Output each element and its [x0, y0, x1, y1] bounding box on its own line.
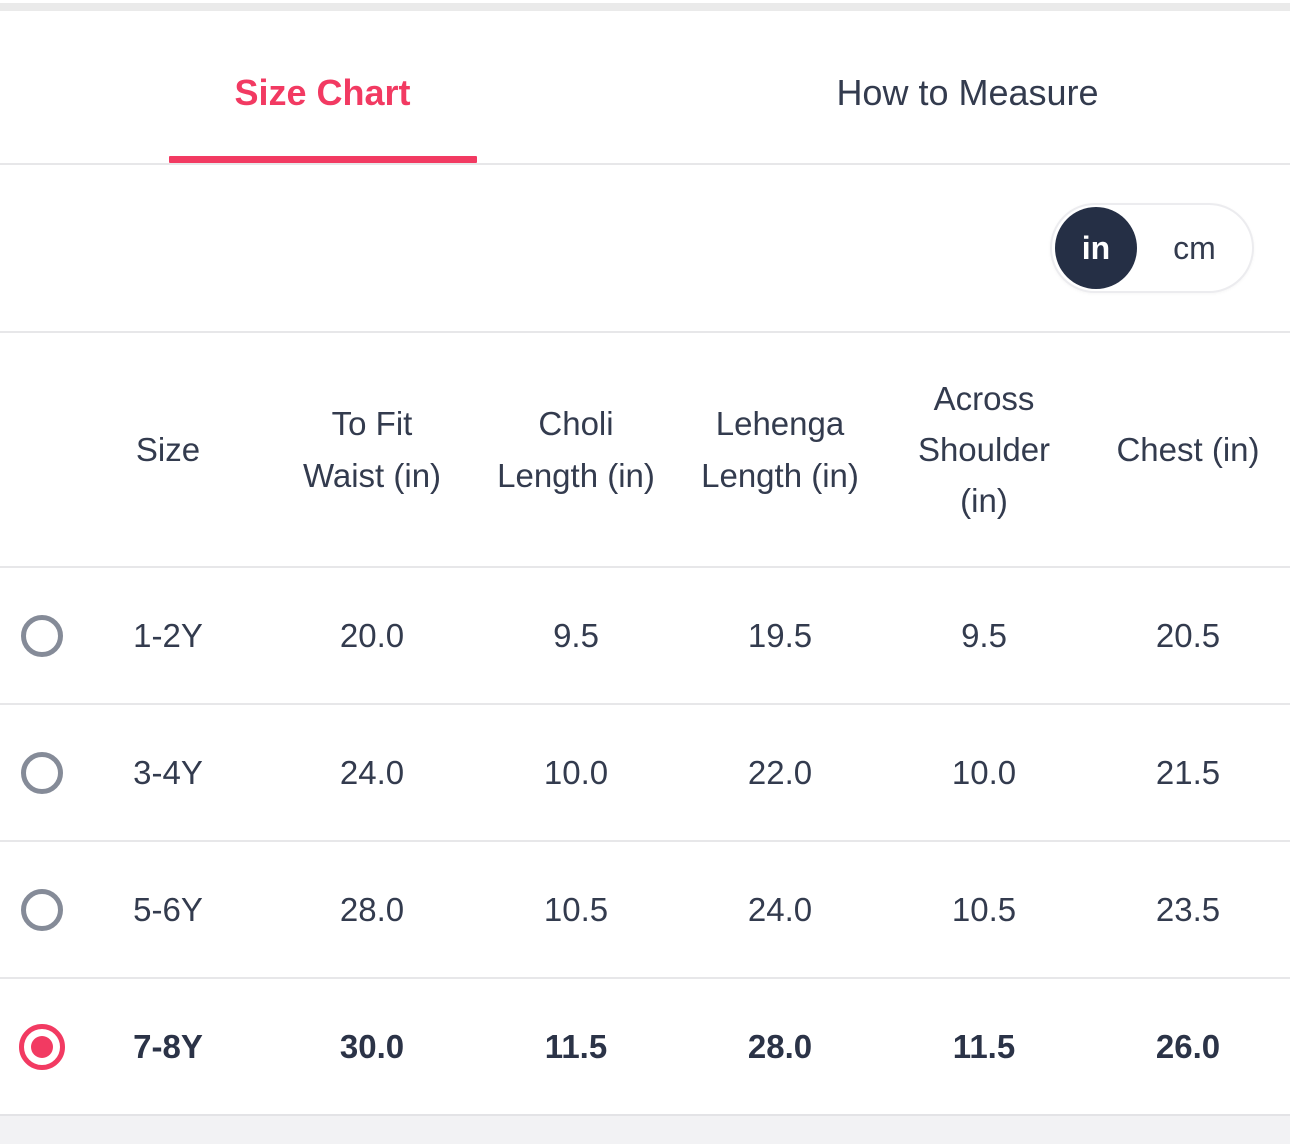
table-row-1-2y[interactable]: 1-2Y 20.0 9.5 19.5 9.5 20.5	[0, 568, 1290, 703]
size-radio-unchecked[interactable]	[21, 751, 63, 794]
row-divider	[0, 840, 1290, 842]
tab-bar: Size Chart How to Measure	[0, 11, 1290, 163]
cell-to-fit-waist: 28.0	[339, 890, 405, 928]
cell-across-shoulder: 10.0	[951, 753, 1017, 791]
cell-across-shoulder: 11.5	[952, 1027, 1016, 1065]
column-header-to-fit-waist: To Fit Waist (in)	[270, 398, 474, 500]
cell-size: 1-2Y	[133, 616, 203, 654]
table-row-5-6y[interactable]: 5-6Y 28.0 10.5 24.0 10.5 23.5	[0, 842, 1290, 977]
cell-to-fit-waist: 24.0	[339, 753, 405, 791]
column-header-size: Size	[66, 424, 270, 475]
cell-to-fit-waist: 20.0	[339, 616, 405, 654]
bottom-band	[0, 1116, 1290, 1144]
cell-size: 3-4Y	[133, 753, 203, 791]
tab-how-to-measure-label: How to Measure	[836, 72, 1099, 113]
tabs-bottom-border	[0, 163, 1290, 165]
column-header-choli-length: Choli Length (in)	[474, 398, 678, 500]
tab-size-chart-label: Size Chart	[234, 72, 411, 113]
column-header-chest: Chest (in)	[1086, 424, 1290, 475]
cell-to-fit-waist: 30.0	[339, 1027, 405, 1065]
size-radio-checked[interactable]	[19, 1023, 65, 1070]
tab-how-to-measure[interactable]: How to Measure	[645, 11, 1290, 157]
row-divider	[0, 977, 1290, 979]
cell-chest: 23.5	[1155, 890, 1221, 928]
column-header-chest-label: Chest (in)	[1116, 430, 1260, 468]
column-header-lehenga-length-label: Lehenga Length (in)	[701, 405, 859, 494]
cell-lehenga-length: 24.0	[747, 890, 813, 928]
row-divider	[0, 703, 1290, 705]
radio-cell	[0, 888, 66, 931]
unit-toggle[interactable]: in cm	[1050, 203, 1254, 293]
size-chart-table: Size To Fit Waist (in) Choli Length (in)…	[0, 333, 1290, 1114]
column-header-size-label: Size	[135, 430, 201, 468]
active-tab-underline	[168, 156, 477, 163]
tab-size-chart[interactable]: Size Chart	[0, 11, 645, 163]
table-row-7-8y-selected[interactable]: 7-8Y 30.0 11.5 28.0 11.5 26.0	[0, 979, 1290, 1114]
cell-choli-length: 10.0	[543, 753, 609, 791]
cell-choli-length: 9.5	[553, 616, 599, 654]
size-radio-unchecked[interactable]	[21, 614, 63, 657]
bottom-divider	[0, 1114, 1290, 1116]
column-header-across-shoulder: Across Shoulder (in)	[882, 373, 1086, 526]
row-divider	[0, 566, 1290, 568]
unit-option-cm[interactable]: cm	[1173, 229, 1216, 266]
unit-toggle-row: in cm	[0, 165, 1290, 331]
size-radio-unchecked[interactable]	[21, 888, 63, 931]
column-header-to-fit-waist-label: To Fit Waist (in)	[302, 405, 442, 494]
radio-cell	[0, 614, 66, 657]
cell-size: 5-6Y	[133, 890, 203, 928]
cell-lehenga-length: 19.5	[747, 616, 813, 654]
cell-choli-length: 10.5	[543, 890, 609, 928]
cell-choli-length: 11.5	[544, 1027, 608, 1065]
radio-dot	[31, 1035, 53, 1058]
cell-chest: 26.0	[1155, 1027, 1221, 1065]
top-border-band	[0, 3, 1290, 11]
cell-chest: 20.5	[1155, 616, 1221, 654]
table-row-3-4y[interactable]: 3-4Y 24.0 10.0 22.0 10.0 21.5	[0, 705, 1290, 840]
column-header-choli-length-label: Choli Length (in)	[497, 405, 655, 494]
header-top-divider	[0, 331, 1290, 333]
column-header-lehenga-length: Lehenga Length (in)	[678, 398, 882, 500]
cell-across-shoulder: 10.5	[951, 890, 1017, 928]
cell-chest: 21.5	[1155, 753, 1221, 791]
cell-across-shoulder: 9.5	[961, 616, 1007, 654]
top-strip	[0, 0, 1290, 3]
radio-cell	[0, 751, 66, 794]
unit-option-in[interactable]: in	[1055, 207, 1137, 289]
column-header-across-shoulder-label: Across Shoulder (in)	[917, 379, 1051, 520]
table-header-row: Size To Fit Waist (in) Choli Length (in)…	[0, 333, 1290, 566]
cell-lehenga-length: 22.0	[747, 753, 813, 791]
cell-lehenga-length: 28.0	[747, 1027, 813, 1065]
cell-size: 7-8Y	[133, 1027, 203, 1065]
radio-cell	[0, 1023, 66, 1070]
